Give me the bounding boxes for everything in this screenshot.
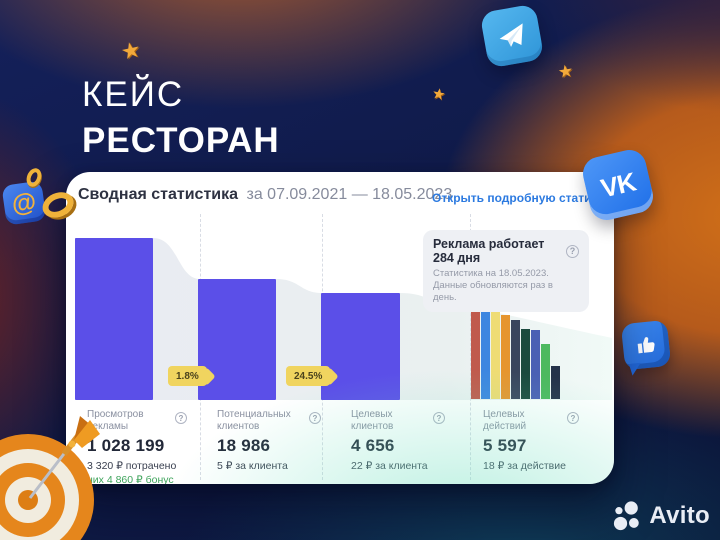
help-icon[interactable]: ?	[433, 412, 445, 424]
mini-bar	[491, 308, 500, 399]
mini-bar	[541, 344, 550, 399]
thumb-glyph	[637, 337, 655, 354]
avito-wordmark: Avito	[649, 502, 710, 529]
help-icon[interactable]: ?	[566, 244, 579, 258]
dartboard-icon	[0, 416, 100, 540]
conversion-badge-1: 1.8%	[168, 366, 207, 386]
email-at-icon: @	[1, 180, 47, 226]
tooltip-line1: Статистика на 18.05.2023.	[433, 268, 549, 279]
card-header: Сводная статистика за 07.09.2021 — 18.05…	[78, 186, 452, 204]
stat-label: Потенциальных клиентов	[217, 409, 291, 432]
telegram-icon	[479, 3, 545, 69]
statistics-card: Сводная статистика за 07.09.2021 — 18.05…	[66, 172, 614, 484]
hero-title: КЕЙС РЕСТОРАН	[82, 72, 280, 164]
thumbs-up-icon	[620, 319, 672, 371]
vk-label: VK	[597, 166, 638, 203]
help-icon[interactable]: ?	[567, 412, 579, 424]
stat-column: ? Целевых действий 5 597 18 ₽ за действие	[483, 408, 579, 473]
conversion-badge-2: 24.5%	[286, 366, 331, 386]
stat-sub-line: 5 ₽ за клиента	[217, 460, 288, 472]
star-icon: ★	[430, 84, 447, 105]
tooltip-line2: Данные обновляются раз в день.	[433, 280, 553, 303]
stat-value: 4 656	[351, 436, 395, 455]
paper-plane-icon	[499, 23, 523, 47]
tooltip-title: Реклама работает 284 дня ?	[433, 237, 579, 265]
avito-logo: Avito	[612, 500, 710, 532]
card-period: за 07.09.2021 — 18.05.2023	[246, 186, 453, 203]
help-icon[interactable]: ?	[309, 412, 321, 424]
stat-label: Целевых клиентов	[351, 409, 394, 432]
star-icon: ★	[556, 61, 575, 82]
star-icon: ★	[118, 36, 144, 65]
hero-title-line2: РЕСТОРАН	[82, 121, 280, 160]
mini-bar	[511, 320, 520, 399]
target-actions-mini-chart	[471, 298, 560, 399]
avito-dots-icon	[614, 501, 640, 531]
mini-bar	[481, 307, 490, 399]
stat-value: 18 986	[217, 436, 271, 455]
mini-bar	[471, 298, 480, 399]
stat-value: 5 597	[483, 436, 527, 455]
mini-bar	[531, 330, 540, 399]
tooltip-title-text: Реклама работает 284 дня	[433, 237, 545, 265]
stat-column: ? Потенциальных клиентов 18 986 5 ₽ за клие…	[217, 408, 321, 473]
campaign-tooltip: Реклама работает 284 дня ? Статистика на…	[423, 230, 589, 312]
stat-sub-line: 22 ₽ за клиента	[351, 460, 428, 472]
funnel-bar-target-clients	[321, 293, 400, 400]
card-title: Сводная статистика	[78, 186, 239, 203]
help-icon[interactable]: ?	[175, 412, 187, 424]
hero-title-line1: КЕЙС	[82, 75, 185, 114]
mini-bar	[521, 329, 530, 399]
at-label: @	[9, 186, 38, 219]
mini-bar	[551, 366, 560, 399]
stat-label: Целевых действий	[483, 409, 527, 432]
stat-column: ? Целевых клиентов 4 656 22 ₽ за клиента	[351, 408, 445, 473]
stat-sub-line: 18 ₽ за действие	[483, 460, 566, 472]
mini-bar	[501, 315, 510, 399]
funnel-bar-views	[75, 238, 153, 400]
